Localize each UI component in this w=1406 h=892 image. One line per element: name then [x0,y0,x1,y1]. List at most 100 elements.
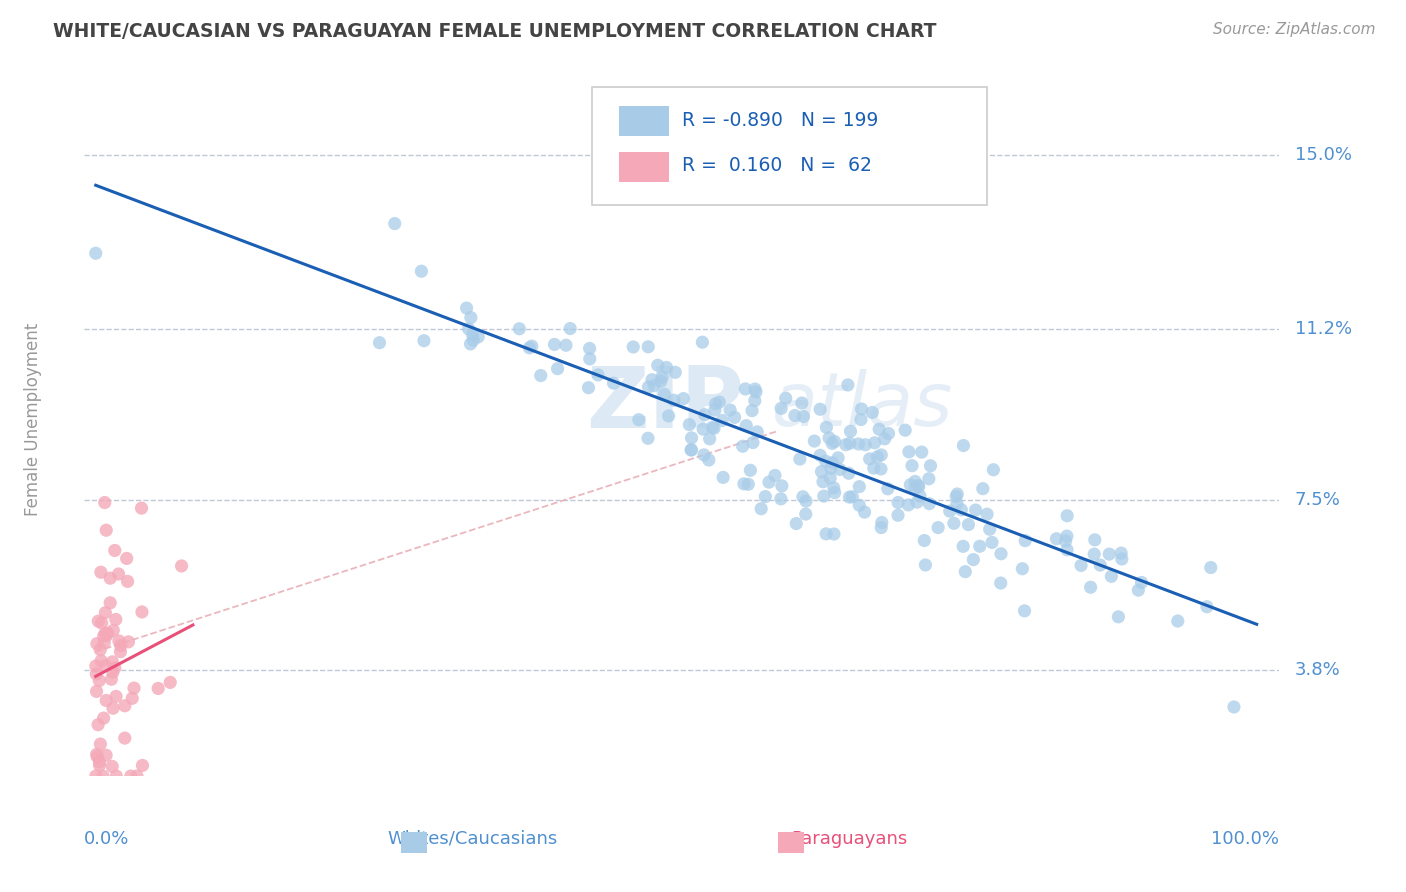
Point [907,480,929,494]
Point [770,479,793,493]
Point [1128,583,1150,598]
Point [627,412,650,426]
Point [790,396,813,410]
Point [794,494,817,508]
Point [1014,533,1036,548]
Point [678,417,700,432]
Point [952,438,974,452]
Point [602,376,624,391]
Point [1056,508,1078,523]
Point [904,481,927,495]
Point [1223,700,1246,714]
Point [950,503,973,517]
Point [859,451,882,466]
Point [758,475,780,490]
Point [763,468,786,483]
Point [90,654,112,668]
Point [681,442,703,457]
Point [125,769,148,783]
Point [89,758,111,772]
Point [560,321,582,335]
Point [86,749,108,764]
Point [946,497,969,511]
Point [818,431,841,445]
Point [131,501,153,516]
Point [897,445,920,459]
Point [117,635,139,649]
Point [1195,599,1218,614]
Point [159,675,181,690]
Point [868,422,890,436]
Text: 100.0%: 100.0% [1212,830,1279,847]
Point [1090,558,1112,573]
Point [650,374,672,388]
Point [894,423,917,437]
Point [702,420,724,434]
Point [828,462,851,476]
Point [952,539,974,553]
Point [86,747,108,762]
Point [97,626,120,640]
FancyBboxPatch shape [619,152,669,182]
Point [876,482,898,496]
Point [681,442,703,457]
Point [84,659,107,673]
Text: Paraguayans: Paraguayans [792,830,907,847]
Point [981,535,1004,549]
Point [1167,614,1189,628]
Point [114,698,136,713]
Point [703,421,725,435]
Point [870,520,893,534]
Point [962,552,984,566]
Point [821,456,844,470]
Point [942,516,965,531]
Point [820,461,842,475]
Point [983,463,1005,477]
Point [120,769,142,783]
Point [96,628,118,642]
FancyBboxPatch shape [619,106,669,136]
Point [1130,575,1153,590]
Point [105,769,128,783]
Point [811,475,834,489]
Point [972,482,994,496]
Point [976,507,998,521]
Point [911,445,934,459]
Point [853,505,876,519]
Point [461,327,484,342]
Point [84,246,107,260]
Point [621,340,644,354]
Point [104,543,127,558]
Point [905,495,928,509]
Point [89,737,111,751]
Point [693,448,716,462]
Point [835,438,858,452]
Point [93,636,115,650]
Point [1045,532,1067,546]
FancyBboxPatch shape [401,831,427,853]
Point [117,574,139,589]
Point [897,498,920,512]
Point [744,382,766,396]
Point [1011,562,1033,576]
Text: 3.8%: 3.8% [1295,661,1341,679]
Point [803,434,825,449]
Point [870,462,893,476]
Point [1199,560,1222,574]
Point [87,614,110,628]
Point [731,439,754,453]
Point [94,626,117,640]
Point [866,450,889,464]
Point [841,490,863,504]
Point [547,361,569,376]
Point [873,432,896,446]
Point [769,491,792,506]
Point [148,681,170,696]
Point [122,681,145,695]
Point [543,337,565,351]
Point [815,420,838,434]
Point [918,497,941,511]
Point [808,448,831,462]
Point [94,606,117,620]
Point [904,475,927,489]
